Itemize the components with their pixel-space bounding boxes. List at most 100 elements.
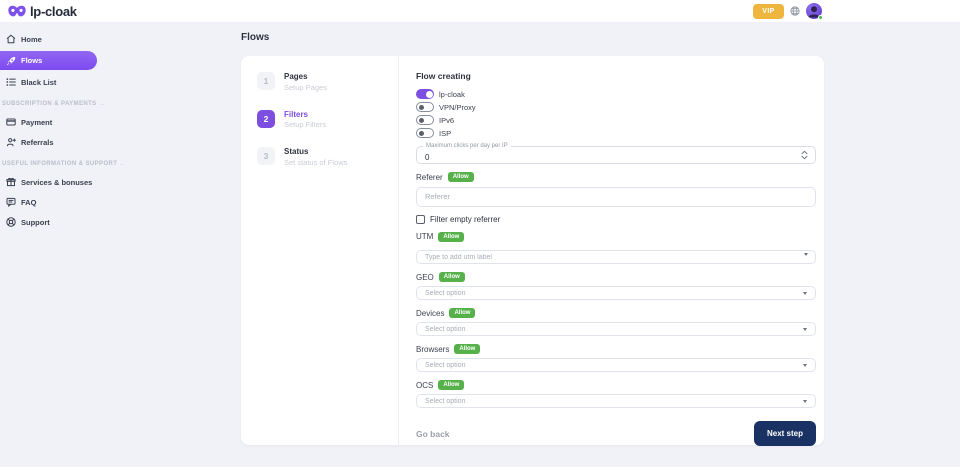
- utm-input[interactable]: [416, 250, 816, 264]
- geo-label: GEO: [416, 272, 434, 282]
- sidebar-item-flows[interactable]: Flows: [0, 51, 97, 70]
- next-step-button[interactable]: Next step: [754, 421, 816, 446]
- step-number: 1: [257, 72, 275, 90]
- step-title: Status: [284, 147, 309, 157]
- sidebar-section-useful-info: USEFUL INFORMATION & SUPPORT: [2, 161, 118, 167]
- allow-badge[interactable]: Allow: [454, 344, 481, 354]
- sidebar-item-label: Flows: [21, 56, 43, 65]
- vpn-proxy-toggle[interactable]: [416, 102, 434, 112]
- sidebar-section-subscription: SUBSCRIPTION & PAYMENTS: [2, 101, 97, 107]
- allow-badge[interactable]: Allow: [438, 231, 465, 242]
- step-subtitle: Setup Filters: [284, 120, 327, 130]
- toggle-label: ISP: [439, 128, 452, 138]
- step-title: Pages: [284, 72, 308, 81]
- select-placeholder: Select option: [425, 289, 466, 297]
- flow-creating-form: Flow creating lp-cloak VPN/Proxy IPv6 IS…: [399, 56, 824, 446]
- max-clicks-field: Maximum clicks per day per IP: [416, 143, 816, 166]
- sidebar-item-home[interactable]: Home: [0, 31, 97, 47]
- toggle-row-ipv6: IPv6: [416, 115, 816, 125]
- sidebar-item-label: Black List: [21, 77, 57, 87]
- checkbox-label: Filter empty referrer: [430, 214, 501, 224]
- referer-input[interactable]: [416, 186, 816, 207]
- bottom-strip: [0, 467, 960, 475]
- logo-text: lp-cloak: [30, 3, 77, 19]
- chevron-down-icon: [803, 363, 807, 367]
- toggle-label: IPv6: [439, 115, 455, 125]
- app-logo[interactable]: lp-cloak: [8, 0, 77, 22]
- empty-referrer-checkbox[interactable]: [416, 214, 425, 224]
- step-subtitle: Set status of Flows: [284, 157, 348, 167]
- browsers-label-row: Browsers Allow: [416, 344, 816, 354]
- empty-referrer-row[interactable]: Filter empty referrer: [416, 214, 816, 224]
- allow-badge[interactable]: Allow: [447, 172, 474, 182]
- rocket-icon: [6, 56, 16, 66]
- number-stepper-icon[interactable]: [801, 150, 808, 160]
- form-title: Flow creating: [416, 71, 471, 81]
- sidebar-item-referrals[interactable]: Referrals: [0, 134, 97, 150]
- step-number: 3: [257, 147, 275, 166]
- vip-button[interactable]: VIP: [753, 3, 784, 19]
- lifebuoy-icon: [6, 217, 16, 227]
- sidebar-item-label: Support: [21, 217, 50, 227]
- allow-badge[interactable]: Allow: [449, 308, 476, 318]
- page-title: Flows: [241, 32, 270, 43]
- form-footer: Go back Next step: [416, 421, 816, 446]
- toggle-label: lp-cloak: [439, 89, 465, 99]
- sidebar-item-payment[interactable]: Payment: [0, 114, 97, 130]
- step-filters[interactable]: 2 Filters Setup Filters: [257, 109, 388, 131]
- utm-combo: [416, 246, 816, 264]
- select-placeholder: Select option: [425, 325, 466, 333]
- devices-label-row: Devices Allow: [416, 308, 816, 318]
- isp-toggle[interactable]: [416, 128, 434, 138]
- sidebar-item-support[interactable]: Support: [0, 214, 97, 230]
- home-icon: [6, 34, 16, 44]
- ocs-label: OCS: [416, 380, 434, 390]
- browsers-label: Browsers: [416, 344, 450, 354]
- chat-icon: [6, 197, 16, 207]
- allow-badge[interactable]: Allow: [438, 380, 465, 390]
- step-pages[interactable]: 1 Pages Setup Pages: [257, 72, 388, 93]
- select-placeholder: Select option: [425, 397, 466, 405]
- list-icon: [6, 77, 16, 87]
- devices-select[interactable]: Select option: [416, 322, 816, 336]
- chevron-down-icon: [803, 327, 807, 331]
- sidebar-item-label: Home: [21, 34, 42, 44]
- topbar-right-group: VIP: [753, 0, 823, 22]
- online-status-dot: [818, 15, 823, 20]
- ipv6-toggle[interactable]: [416, 115, 434, 125]
- user-avatar[interactable]: [806, 3, 823, 20]
- toggle-row-vpn-proxy: VPN/Proxy: [416, 102, 816, 112]
- browsers-select[interactable]: Select option: [416, 358, 816, 372]
- toggle-row-isp: ISP: [416, 128, 816, 138]
- step-number: 2: [257, 109, 275, 128]
- referer-label-row: Referer Allow: [416, 172, 816, 182]
- geo-select[interactable]: Select option: [416, 286, 816, 300]
- sidebar-item-services-bonuses[interactable]: Services & bonuses: [0, 174, 97, 190]
- user-add-icon: [6, 137, 16, 147]
- ocs-select[interactable]: Select option: [416, 394, 816, 408]
- devices-label: Devices: [416, 308, 445, 318]
- credit-card-icon: [6, 117, 16, 127]
- geo-label-row: GEO Allow: [416, 272, 816, 282]
- sidebar-item-faq[interactable]: FAQ: [0, 194, 97, 210]
- step-status[interactable]: 3 Status Set status of Flows: [257, 147, 388, 168]
- toggle-label: VPN/Proxy: [439, 102, 476, 112]
- go-back-link[interactable]: Go back: [416, 428, 450, 439]
- toggle-row-lp-cloak: lp-cloak: [416, 89, 816, 99]
- sidebar-item-label: FAQ: [21, 197, 37, 207]
- utm-label: UTM: [416, 232, 434, 241]
- step-title: Filters: [284, 109, 309, 119]
- select-placeholder: Select option: [425, 361, 466, 369]
- stepper: 1 Pages Setup Pages 2 Filters Setup Filt…: [241, 56, 399, 445]
- chevron-down-icon[interactable]: [804, 253, 808, 257]
- max-clicks-input[interactable]: [417, 149, 815, 166]
- sidebar-item-black-list[interactable]: Black List: [0, 74, 97, 90]
- max-clicks-label: Maximum clicks per day per IP: [423, 143, 511, 149]
- lp-cloak-toggle[interactable]: [416, 89, 434, 99]
- sidebar-item-label: Referrals: [21, 137, 54, 147]
- chevron-down-icon: [803, 291, 807, 295]
- globe-icon[interactable]: [790, 6, 800, 16]
- allow-badge[interactable]: Allow: [438, 272, 465, 282]
- mask-icon: [8, 5, 26, 17]
- sidebar-item-label: Payment: [21, 117, 53, 127]
